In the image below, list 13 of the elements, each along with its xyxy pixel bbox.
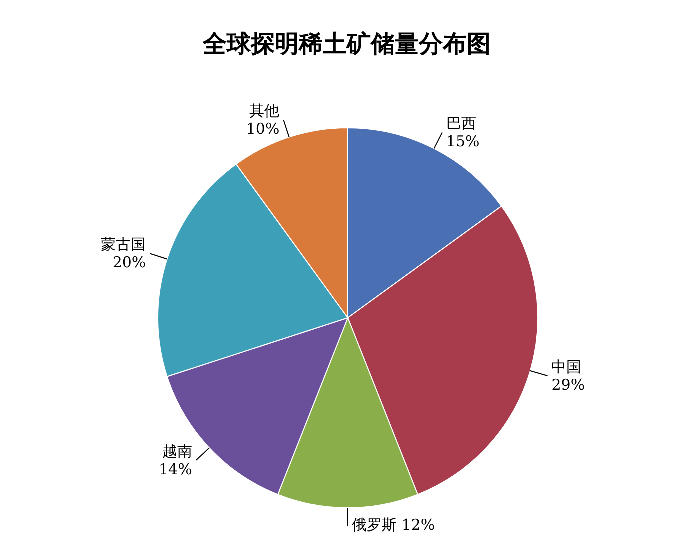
slice-label: 其他 [250, 102, 280, 120]
slice-label: 巴西 [446, 114, 476, 133]
slice-label: 蒙古国 [101, 236, 146, 254]
chart-title: 全球探明稀土矿储量分布图 [202, 29, 491, 58]
slice-label: 中国 [552, 358, 582, 376]
data-label: 12% [402, 516, 436, 534]
slice-label: 越南 [162, 442, 192, 460]
data-label: 14% [159, 460, 192, 478]
data-label: 15% [446, 132, 480, 151]
data-label: 29% [552, 376, 586, 394]
data-label: 10% [246, 120, 280, 138]
slice-label: 俄罗斯 [352, 516, 402, 534]
data-label: 20% [112, 254, 146, 272]
